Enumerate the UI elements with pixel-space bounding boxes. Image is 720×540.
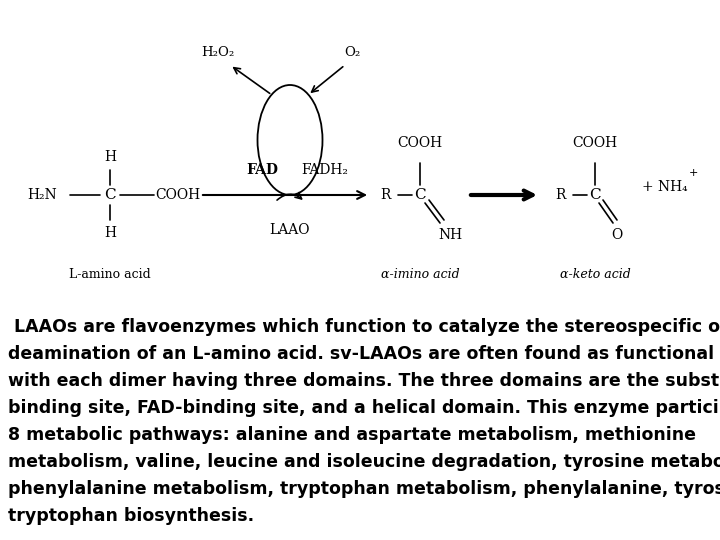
Text: R: R [555, 188, 565, 202]
Text: COOH: COOH [397, 136, 443, 150]
Text: COOH: COOH [572, 136, 618, 150]
Text: metabolism, valine, leucine and isoleucine degradation, tyrosine metabolism,: metabolism, valine, leucine and isoleuci… [8, 453, 720, 471]
Text: + NH₄: + NH₄ [642, 180, 688, 194]
Text: binding site, FAD-binding site, and a helical domain. This enzyme participates i: binding site, FAD-binding site, and a he… [8, 399, 720, 417]
Text: O₂: O₂ [344, 45, 360, 58]
Text: C: C [104, 188, 116, 202]
Text: COOH: COOH [156, 188, 201, 202]
Text: FAD: FAD [246, 163, 278, 177]
Text: R: R [380, 188, 390, 202]
Text: deamination of an L-amino acid. sv-LAAOs are often found as functional dimers,: deamination of an L-amino acid. sv-LAAOs… [8, 345, 720, 363]
Text: α-imino acid: α-imino acid [381, 268, 459, 281]
Text: H₂O₂: H₂O₂ [202, 45, 235, 58]
Text: C: C [414, 188, 426, 202]
Text: 8 metabolic pathways: alanine and aspartate metabolism, methionine: 8 metabolic pathways: alanine and aspart… [8, 426, 696, 444]
Text: H: H [104, 226, 116, 240]
Text: LAAO: LAAO [270, 223, 310, 237]
Text: FADH₂: FADH₂ [302, 163, 348, 177]
Text: C: C [589, 188, 600, 202]
Text: NH: NH [438, 228, 462, 242]
Text: α-keto acid: α-keto acid [559, 268, 631, 281]
Text: phenylalanine metabolism, tryptophan metabolism, phenylalanine, tyrosine and: phenylalanine metabolism, tryptophan met… [8, 480, 720, 498]
Text: tryptophan biosynthesis.: tryptophan biosynthesis. [8, 507, 254, 525]
Text: LAAOs are flavoenzymes which function to catalyze the stereospecific oxidative: LAAOs are flavoenzymes which function to… [8, 318, 720, 336]
Text: L-amino acid: L-amino acid [69, 268, 151, 281]
Text: with each dimer having three domains. The three domains are the substrate-: with each dimer having three domains. Th… [8, 372, 720, 390]
Text: O: O [611, 228, 623, 242]
Text: H₂N: H₂N [27, 188, 57, 202]
Text: H: H [104, 150, 116, 164]
Text: +: + [688, 168, 698, 178]
